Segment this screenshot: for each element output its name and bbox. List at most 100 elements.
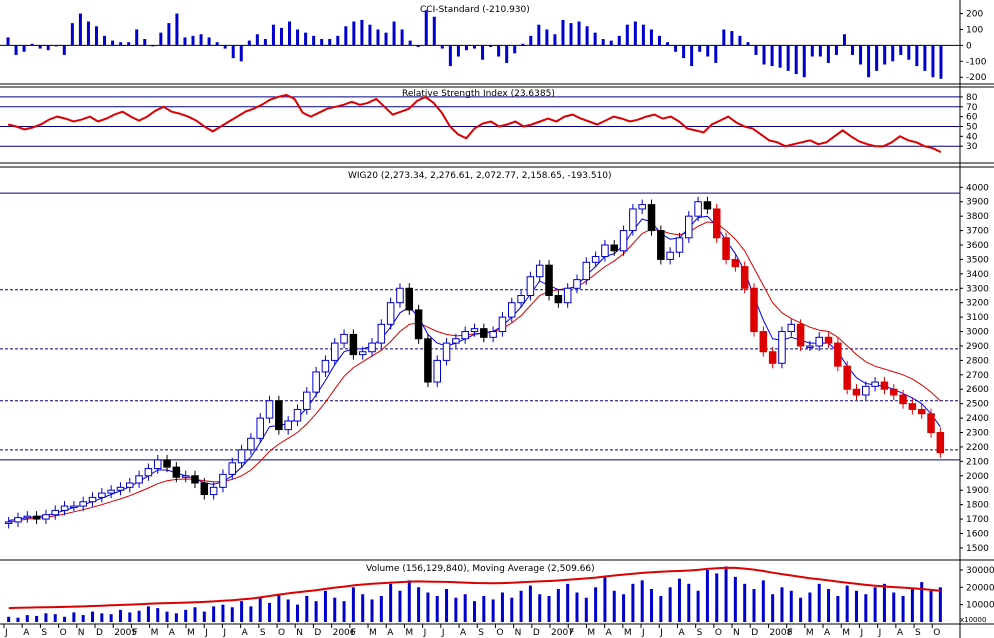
volume-bar <box>622 594 626 622</box>
cci-bar <box>762 45 766 65</box>
volume-bar <box>389 583 393 622</box>
volume-bar <box>445 589 449 622</box>
price-y-tick-label: 3700 <box>966 227 989 237</box>
price-y-tick-label: 3600 <box>966 241 989 251</box>
volume-bar <box>137 610 141 622</box>
candle-body <box>489 331 497 338</box>
cci-bar <box>247 40 251 46</box>
volume-bar <box>230 607 234 622</box>
candle-body <box>582 261 591 281</box>
candle-body <box>666 251 674 260</box>
cci-bar <box>6 37 10 46</box>
cci-bar <box>151 45 155 47</box>
cci-bar <box>714 45 718 63</box>
cci-bar <box>577 21 581 46</box>
x-tick-label: S <box>478 628 484 638</box>
candle-body <box>126 482 134 488</box>
candle-body <box>610 244 619 252</box>
cci-bar <box>328 39 332 46</box>
volume-bar <box>547 595 551 622</box>
volume-bar <box>631 583 635 622</box>
volume-bar <box>295 604 299 622</box>
cci-bar <box>706 45 710 57</box>
x-tick-label: N <box>733 628 740 638</box>
volume-bar <box>882 583 886 622</box>
volume-bar <box>743 583 747 622</box>
cci-bar <box>851 45 855 55</box>
candle-body <box>750 287 758 333</box>
price-y-tick-label: 2000 <box>966 472 989 482</box>
candle-body <box>32 515 41 520</box>
candlesticks <box>4 196 945 529</box>
candle-body <box>470 328 479 333</box>
volume-bar <box>556 589 560 622</box>
rsi-y-tick-label: 40 <box>966 132 978 142</box>
price-y-tick-label: 3900 <box>966 198 989 208</box>
cci-bar <box>167 23 171 46</box>
cci-bar <box>529 35 533 46</box>
cci-bar <box>70 23 74 46</box>
candle-body <box>144 468 153 477</box>
cci-bar <box>666 42 670 46</box>
volume-panel: Volume (156,129,840), Moving Average (2,… <box>7 564 994 624</box>
cci-bar <box>127 42 131 46</box>
volume-bar <box>845 585 849 622</box>
candle-body <box>340 333 348 344</box>
candle-body <box>4 521 13 524</box>
cci-title: CCI-Standard (-210.930) <box>420 5 530 15</box>
cci-bar <box>593 32 597 46</box>
cci-bar <box>730 31 734 46</box>
price-y-axis: 4000 3900 3800 3700 3600 3500 3400 3300 3200 3100… <box>960 183 989 554</box>
volume-y-tick-label: 30000 <box>966 566 994 576</box>
volume-bar <box>156 608 160 622</box>
candle-body <box>200 482 209 496</box>
cci-y-tick-label: -100 <box>966 57 987 67</box>
x-tick-label: A <box>387 628 394 638</box>
cci-bar <box>818 45 822 57</box>
volume-bar <box>53 614 57 622</box>
volume-bar <box>25 615 29 622</box>
volume-title: Volume (156,129,840), Moving Average (2,… <box>366 564 595 574</box>
cci-bar <box>255 34 259 46</box>
candle-body <box>349 333 358 356</box>
candle-body <box>42 514 50 520</box>
price-reference-lines <box>0 192 960 461</box>
volume-bar <box>687 583 691 622</box>
x-tick-label: A <box>824 628 831 638</box>
x-tick-label: N <box>78 628 85 638</box>
volume-bar <box>109 614 113 622</box>
cci-bar <box>239 45 243 62</box>
price-y-tick-label: 4000 <box>966 183 989 193</box>
volume-bar <box>370 599 374 622</box>
cci-bar <box>304 32 308 46</box>
cci-bar <box>103 35 107 46</box>
rsi-line <box>7 93 942 154</box>
price-y-tick-label: 3300 <box>966 284 989 294</box>
candle-body <box>740 266 749 289</box>
cci-bar <box>22 45 26 52</box>
volume-bar <box>146 606 150 622</box>
candle-body <box>675 237 684 253</box>
cci-bar <box>842 34 846 46</box>
cci-bar <box>609 40 613 46</box>
cci-bar <box>231 45 235 59</box>
candle-body <box>889 388 898 396</box>
cci-bar <box>561 19 565 46</box>
candle-body <box>368 342 376 353</box>
cci-bar <box>54 45 58 47</box>
candle-body <box>917 408 926 415</box>
rsi-y-tick-label: 80 <box>966 93 978 103</box>
volume-bar <box>901 595 905 622</box>
volume-bar <box>398 590 402 622</box>
candle-body <box>330 342 339 361</box>
candle-body <box>51 509 60 516</box>
volume-y-tick-label: 10000 <box>966 601 994 611</box>
cci-bar <box>690 45 694 67</box>
candle-body <box>23 515 32 519</box>
volume-bar <box>323 590 327 622</box>
candle-body <box>843 365 851 390</box>
cci-bar <box>641 24 645 46</box>
candle-body <box>498 316 507 333</box>
volume-bar <box>799 597 803 622</box>
volume-bar <box>817 583 821 622</box>
